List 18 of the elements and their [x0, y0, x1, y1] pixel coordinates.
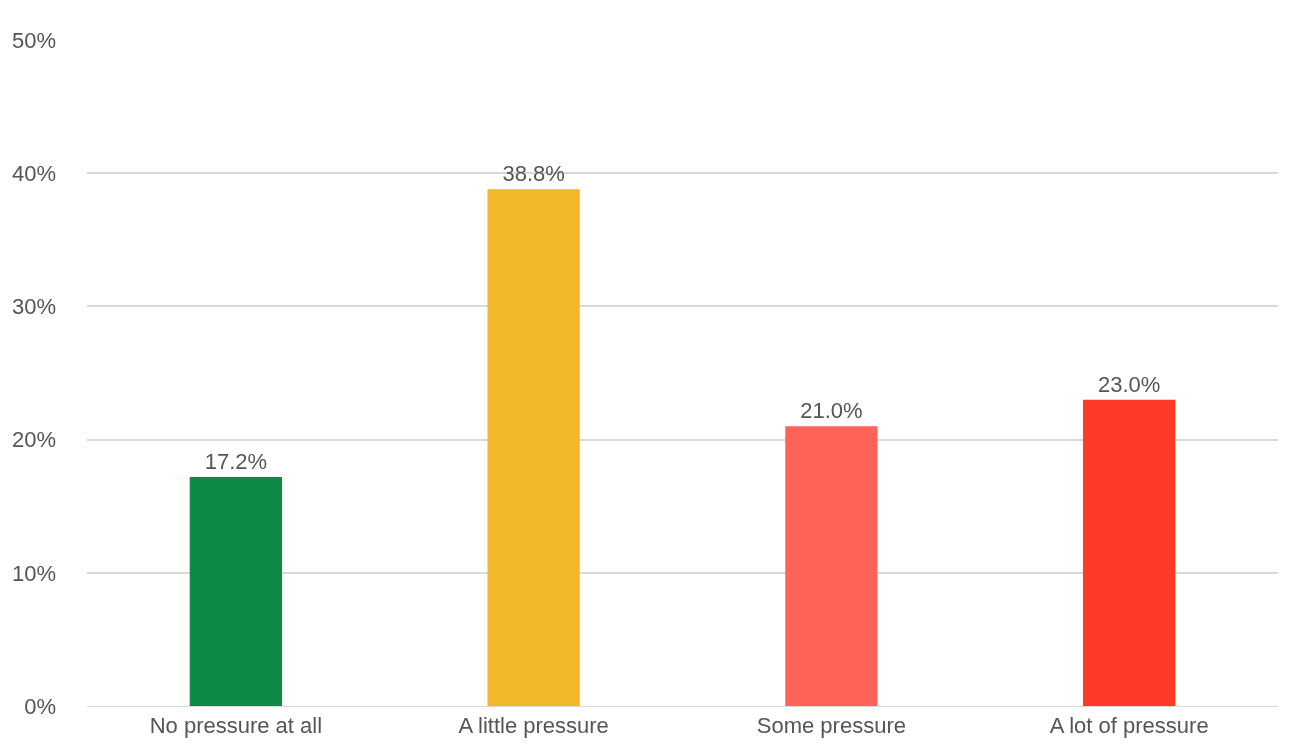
- y-tick-label: 30%: [11, 294, 56, 320]
- bar: [487, 189, 580, 706]
- y-tick-label: 50%: [11, 27, 56, 53]
- bar: [1082, 399, 1176, 706]
- y-tick-label: 0%: [24, 693, 56, 719]
- x-tick-label: A lot of pressure: [1049, 713, 1209, 739]
- x-tick-label: No pressure at all: [149, 713, 323, 739]
- x-tick-label: A little pressure: [458, 713, 609, 739]
- data-label: 38.8%: [502, 161, 565, 187]
- y-tick-label: 20%: [11, 427, 56, 453]
- data-label: 17.2%: [204, 448, 268, 474]
- data-label: 23.0%: [1097, 371, 1161, 397]
- y-tick-label: 40%: [11, 160, 56, 186]
- bar: [785, 426, 878, 706]
- data-label: 21.0%: [800, 398, 863, 424]
- x-tick-label: Some pressure: [756, 713, 906, 739]
- bar: [189, 476, 283, 706]
- y-tick-label: 10%: [11, 560, 56, 586]
